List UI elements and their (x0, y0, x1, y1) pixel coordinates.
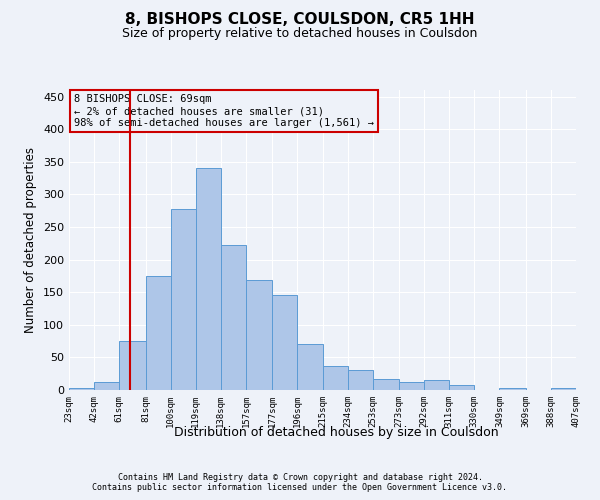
Bar (399, 382, 424, 390)
Text: 8 BISHOPS CLOSE: 69sqm
← 2% of detached houses are smaller (31)
98% of semi-deta: 8 BISHOPS CLOSE: 69sqm ← 2% of detached … (74, 94, 374, 128)
Bar (246, 280, 272, 390)
Text: Size of property relative to detached houses in Coulsdon: Size of property relative to detached ho… (122, 28, 478, 40)
Text: Contains public sector information licensed under the Open Government Licence v3: Contains public sector information licen… (92, 484, 508, 492)
Bar (424, 380, 449, 390)
Bar (298, 344, 323, 390)
Bar (94, 382, 119, 390)
Bar (69, 388, 94, 390)
Text: Distribution of detached houses by size in Coulsdon: Distribution of detached houses by size … (173, 426, 499, 439)
Bar (119, 341, 146, 390)
Bar (146, 276, 170, 390)
Bar (323, 366, 347, 390)
Bar (449, 386, 475, 390)
Bar (221, 244, 246, 390)
Bar (196, 168, 221, 390)
Bar (499, 388, 526, 390)
Bar (551, 388, 576, 390)
Bar (347, 370, 373, 390)
Y-axis label: Number of detached properties: Number of detached properties (25, 147, 37, 333)
Bar (272, 296, 298, 390)
Text: 8, BISHOPS CLOSE, COULSDON, CR5 1HH: 8, BISHOPS CLOSE, COULSDON, CR5 1HH (125, 12, 475, 28)
Bar (373, 379, 399, 390)
Bar (170, 208, 196, 390)
Text: Contains HM Land Registry data © Crown copyright and database right 2024.: Contains HM Land Registry data © Crown c… (118, 472, 482, 482)
